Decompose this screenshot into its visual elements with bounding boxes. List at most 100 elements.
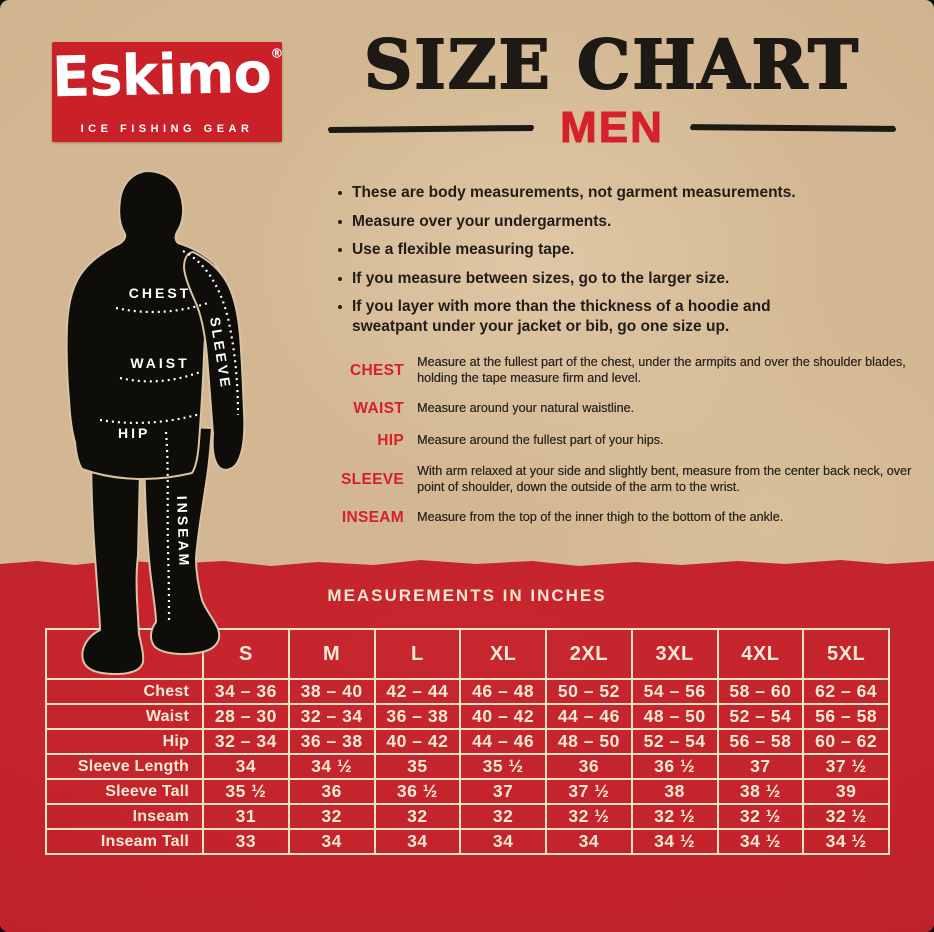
chest-label: CHEST (129, 285, 191, 301)
bullet-dot-icon (338, 276, 342, 281)
page-subtitle: MEN (560, 103, 664, 152)
definition-row: SLEEVE With arm relaxed at your side and … (326, 464, 914, 495)
size-value-cell: 34 (373, 828, 462, 855)
size-value-cell: 34 (287, 828, 376, 855)
size-column-header: S (202, 628, 290, 680)
size-value-cell: 34 ½ (287, 753, 376, 780)
size-value-cell: 58 – 60 (716, 678, 805, 705)
size-value-cell: 46 – 48 (459, 678, 547, 705)
waist-label: WAIST (130, 355, 189, 371)
size-table-row: Inseam Tall 33 34 34 34 34 34 ½ 34 ½ 34 ½ (45, 828, 890, 855)
size-value-cell: 28 – 30 (202, 703, 290, 730)
size-value-cell: 32 (459, 803, 547, 830)
row-label: Inseam Tall (45, 828, 204, 855)
row-label: Waist (45, 703, 204, 730)
size-value-cell: 32 ½ (802, 803, 890, 830)
definition-term: CHEST (349, 361, 404, 379)
definition-description: Measure around your natural waistline. (417, 401, 635, 416)
definition-term: HIP (377, 432, 404, 449)
size-table-body: Chest 34 – 36 38 – 40 42 – 44 46 – 48 50 – 52… (45, 678, 890, 855)
size-value-cell: 37 (716, 753, 805, 780)
definition-row: CHEST Measure at the fullest part of the … (326, 355, 914, 386)
definition-description: With arm relaxed at your side and slight… (417, 464, 912, 494)
size-value-cell: 36 (545, 753, 633, 780)
size-table-row: Inseam 31 32 32 32 32 ½ 32 ½ 32 ½ 32 ½ (45, 803, 890, 830)
size-value-cell: 32 ½ (630, 803, 719, 830)
row-label: Hip (45, 728, 204, 755)
size-value-cell: 36 (287, 778, 376, 805)
logo-brand-word: Eskimo (51, 40, 272, 111)
size-value-cell: 56 – 58 (802, 703, 890, 730)
size-column-header: 2XL (545, 628, 633, 680)
silhouette-torso-head (65, 170, 223, 480)
inseam-label: INSEAM (174, 496, 193, 569)
sleeve-dotted-line (182, 250, 240, 416)
bullet-item: Measure over your undergarments. (338, 212, 850, 232)
logo-brand-text: Eskimo® (51, 40, 284, 111)
size-value-cell: 44 – 46 (459, 728, 547, 755)
size-value-cell: 39 (802, 778, 890, 805)
size-value-cell: 36 – 38 (373, 703, 462, 730)
brush-line-left (327, 124, 535, 132)
size-value-cell: 62 – 64 (802, 678, 890, 705)
size-value-cell: 44 – 46 (545, 703, 633, 730)
bullet-list: These are body measurements, not garment… (338, 183, 850, 336)
measurements-title: MEASUREMENTS IN INCHES (327, 586, 607, 605)
size-value-cell: 36 – 38 (287, 728, 376, 755)
size-value-cell: 40 – 42 (459, 703, 547, 730)
size-value-cell: 54 – 56 (630, 678, 719, 705)
registered-mark: ® (270, 46, 284, 62)
size-table: S M L XL 2XL 3XL 4XL 5XL Chest 34 – 36 38 – 40 42 … (45, 628, 890, 855)
bullet-text: Use a flexible measuring tape. (352, 241, 575, 258)
size-value-cell: 34 – 36 (202, 678, 290, 705)
size-value-cell: 48 – 50 (630, 703, 719, 730)
definition-description: Measure at the fullest part of the chest… (417, 355, 906, 385)
size-value-cell: 31 (202, 803, 290, 830)
size-value-cell: 34 ½ (802, 828, 890, 855)
size-value-cell: 32 (373, 803, 462, 830)
definition-term: INSEAM (341, 509, 404, 526)
row-label: Sleeve Tall (45, 778, 204, 805)
size-table-row: Sleeve Length 34 34 ½ 35 35 ½ 36 36 ½ 37 37 ½ (45, 753, 890, 780)
row-label: Sleeve Length (45, 753, 204, 780)
size-value-cell: 60 – 62 (802, 728, 890, 755)
size-value-cell: 38 ½ (716, 778, 805, 805)
size-column-header: 5XL (802, 628, 890, 680)
definition-list: CHEST Measure at the fullest part of the … (326, 355, 914, 527)
definition-row: HIP Measure around the fullest part of yo… (326, 432, 914, 450)
brush-line-right (689, 124, 897, 132)
man-silhouette-figure: CHEST WAIST HIP SLEEVE INSEAM (65, 170, 246, 676)
logo-tagline: ICE FISHING GEAR (80, 123, 254, 135)
size-value-cell: 32 (287, 803, 376, 830)
eskimo-logo: Eskimo® ICE FISHING GEAR (51, 40, 284, 142)
title-block: SIZE CHART MEN (327, 29, 897, 152)
size-column-header: XL (459, 628, 547, 680)
silhouette-right-arm (182, 250, 246, 471)
definition-row: INSEAM Measure from the top of the inner … (326, 509, 914, 527)
size-column-header: M (287, 628, 376, 680)
size-column-header: 3XL (630, 628, 719, 680)
bullet-item: Use a flexible measuring tape. (338, 240, 850, 260)
size-value-cell: 35 ½ (459, 753, 547, 780)
size-table-head: S M L XL 2XL 3XL 4XL 5XL (45, 628, 890, 680)
bullet-dot-icon (338, 219, 342, 224)
size-value-cell: 34 ½ (716, 828, 805, 855)
size-value-cell: 35 ½ (202, 778, 290, 805)
bullet-text: If you measure between sizes, go to the … (352, 269, 730, 287)
bullet-text: If you layer with more than the thicknes… (352, 298, 771, 335)
size-table-row: Hip 32 – 34 36 – 38 40 – 42 44 – 46 48 – 50 52… (45, 728, 890, 755)
size-value-cell: 37 ½ (802, 753, 890, 780)
measurement-dotted-lines (99, 250, 240, 623)
silhouette-shapes (65, 170, 246, 676)
bullet-dot-icon (338, 248, 342, 252)
size-value-cell: 34 (459, 828, 547, 855)
size-value-cell: 36 ½ (373, 778, 462, 805)
inseam-dotted-line (164, 431, 171, 623)
size-value-cell: 52 – 54 (630, 728, 719, 755)
definition-term: SLEEVE (341, 470, 404, 488)
bullet-item: If you layer with more than the thicknes… (338, 297, 850, 336)
waist-dotted-line (119, 370, 201, 383)
row-label: Inseam (45, 803, 204, 830)
size-value-cell: 40 – 42 (373, 728, 462, 755)
size-table-header-row: S M L XL 2XL 3XL 4XL 5XL (45, 628, 890, 680)
